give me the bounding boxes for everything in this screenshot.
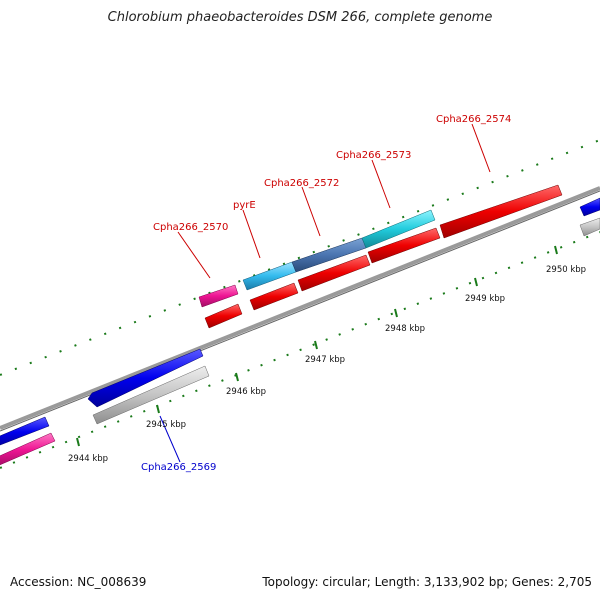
gene-blue-left-arrow[interactable] — [0, 416, 50, 447]
topology-text: Topology: circular; Length: 3,133,902 bp… — [262, 575, 592, 589]
scale-label-2950: 2950 kbp — [546, 265, 586, 275]
scale-label-2947: 2947 kbp — [305, 355, 345, 365]
gene-cpha266-2570-arrow[interactable] — [198, 284, 239, 308]
scale-label-2944: 2944 kbp — [68, 454, 108, 464]
gene-cpha266-2574-arrow[interactable] — [439, 184, 563, 239]
scale-major-ticks — [76, 245, 558, 447]
scale-label-2949: 2949 kbp — [465, 294, 505, 304]
gene-label-cpha266-2569: Cpha266_2569 — [141, 462, 216, 473]
outer-tick-track — [0, 139, 600, 376]
gene-gray-arrow-a[interactable] — [92, 365, 210, 425]
scale-label-2948: 2948 kbp — [385, 324, 425, 334]
gene-label-cpha266-2572: Cpha266_2572 — [264, 178, 339, 189]
gene-red-arrow-c[interactable] — [367, 227, 441, 264]
gene-red-arrow-a[interactable] — [249, 282, 299, 311]
scale-label-2946: 2946 kbp — [226, 387, 266, 397]
gene-label-cpha266-2574: Cpha266_2574 — [436, 114, 511, 125]
gene-label-pyre: pyrE — [233, 200, 256, 211]
gene-cpha266-2569-arrow[interactable] — [87, 348, 204, 408]
forward-strand — [0, 197, 600, 467]
gene-red-small-arrow[interactable] — [204, 303, 243, 329]
gene-red-arrow-b[interactable] — [297, 254, 371, 292]
gene-label-cpha266-2573: Cpha266_2573 — [336, 150, 411, 161]
gene-gray-arrow-b[interactable] — [579, 217, 600, 237]
gene-cpha266-2573-arrow[interactable] — [361, 209, 436, 249]
page-title: Chlorobium phaeobacteroides DSM 266, com… — [107, 10, 493, 25]
gene-pink-left-arrow[interactable] — [0, 432, 56, 467]
gene-blue-right-arrow[interactable] — [579, 197, 600, 217]
reverse-strand — [92, 184, 600, 425]
gene-label-cpha266-2570: Cpha266_2570 — [153, 222, 228, 233]
genome-backbone — [0, 186, 600, 432]
inner-tick-track — [0, 231, 600, 469]
label-leaders — [159, 123, 491, 463]
accession-text: Accession: NC_008639 — [10, 575, 147, 589]
scale-label-2945: 2945 kbp — [146, 420, 186, 430]
